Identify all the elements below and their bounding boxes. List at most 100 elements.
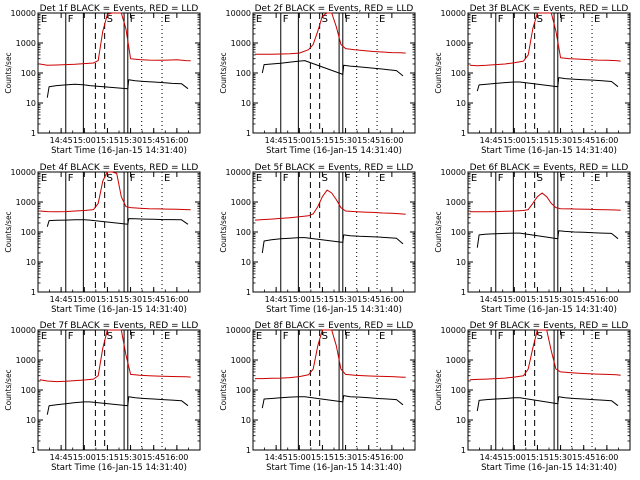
marker-label: S	[322, 331, 328, 342]
marker-label: F	[283, 173, 289, 184]
marker-label: S	[107, 173, 113, 184]
x-tick-label: 14:45	[265, 136, 288, 145]
y-tick-label: 10	[456, 258, 466, 267]
y-tick-label: 100	[21, 69, 36, 78]
y-tick-label: 1	[31, 446, 36, 455]
y-tick-label: 1000	[231, 198, 251, 207]
chart-title: Det 9f BLACK = Events, RED = LLD	[470, 321, 629, 331]
marker-label: E	[256, 331, 262, 342]
series-line-black	[46, 218, 189, 227]
y-axis-label: Counts/sec	[4, 211, 13, 252]
x-tick-label: 15:00	[73, 295, 96, 304]
x-tick-label: 15:30	[549, 295, 572, 304]
chart-title: Det 3f BLACK = Events, RED = LLD	[470, 4, 629, 14]
x-tick-label: 14:45	[480, 453, 503, 462]
chart-title: Det 4f BLACK = Events, RED = LLD	[40, 163, 199, 173]
y-tick-label: 10000	[11, 168, 36, 177]
x-tick-label: 14:45	[50, 295, 73, 304]
marker-label: F	[68, 173, 74, 184]
y-tick-label: 10000	[441, 9, 466, 18]
y-tick-label: 10	[241, 416, 251, 425]
marker-label: E	[164, 331, 170, 342]
x-tick-label: 15:45	[357, 453, 380, 462]
x-tick-label: 15:15	[96, 136, 119, 145]
marker-label: F	[283, 14, 289, 25]
series-line-red	[254, 12, 406, 55]
x-tick-label: 15:45	[572, 295, 595, 304]
y-tick-label: 1000	[446, 356, 466, 365]
x-tick-label: 14:45	[50, 453, 73, 462]
chart-title: Det 5f BLACK = Events, RED = LLD	[255, 163, 414, 173]
x-tick-label: 16:00	[595, 453, 618, 462]
x-tick-label: 15:45	[142, 295, 165, 304]
x-tick-label: 15:30	[334, 295, 357, 304]
marker-label: F	[498, 14, 504, 25]
y-tick-label: 100	[236, 228, 251, 237]
marker-label: E	[594, 173, 600, 184]
y-tick-label: 100	[236, 69, 251, 78]
x-axis-label: Start Time (16-Jan-15 14:31:40)	[481, 305, 617, 315]
x-tick-label: 14:45	[480, 136, 503, 145]
x-tick-label: 15:00	[288, 295, 311, 304]
y-tick-label: 10	[26, 416, 36, 425]
series-line-black	[46, 396, 189, 415]
y-tick-label: 1	[461, 446, 466, 455]
y-tick-label: 1	[31, 129, 36, 138]
y-tick-label: 1	[461, 129, 466, 138]
marker-label: S	[322, 173, 328, 184]
y-axis-label: Counts/sec	[4, 369, 13, 410]
marker-label: E	[164, 14, 170, 25]
chart-panel-3: Det 3f BLACK = Events, RED = LLD 1 10 100 10…	[434, 4, 631, 156]
y-tick-label: 10	[26, 258, 36, 267]
chart-panel-9: Det 9f BLACK = Events, RED = LLD 1 10 100 10…	[434, 321, 631, 473]
marker-label: F	[560, 14, 566, 25]
marker-label: S	[107, 14, 113, 25]
x-tick-label: 15:00	[73, 136, 96, 145]
x-axis-label: Start Time (16-Jan-15 14:31:40)	[266, 463, 402, 473]
marker-label: F	[68, 331, 74, 342]
x-tick-label: 14:45	[50, 136, 73, 145]
x-tick-label: 16:00	[165, 136, 188, 145]
x-tick-label: 14:45	[265, 453, 288, 462]
y-tick-label: 100	[451, 386, 466, 395]
x-tick-label: 14:45	[265, 295, 288, 304]
x-tick-label: 15:30	[119, 136, 142, 145]
series-line-black	[261, 234, 404, 254]
x-tick-label: 15:00	[288, 453, 311, 462]
x-tick-label: 15:30	[334, 453, 357, 462]
y-tick-label: 1	[31, 288, 36, 297]
x-tick-label: 15:45	[572, 136, 595, 145]
chart-panel-6: Det 6f BLACK = Events, RED = LLD 1 10 100 10…	[434, 163, 631, 315]
x-tick-label: 15:30	[119, 295, 142, 304]
x-tick-label: 15:45	[142, 136, 165, 145]
chart-title: Det 7f BLACK = Events, RED = LLD	[40, 321, 199, 331]
marker-label: E	[471, 173, 477, 184]
series-line-black	[476, 77, 619, 92]
x-tick-label: 16:00	[380, 453, 403, 462]
marker-label: E	[471, 14, 477, 25]
x-tick-label: 15:30	[549, 136, 572, 145]
y-tick-label: 10	[241, 258, 251, 267]
marker-label: F	[498, 173, 504, 184]
y-tick-label: 10000	[11, 9, 36, 18]
x-tick-label: 15:15	[311, 295, 334, 304]
marker-label: F	[283, 331, 289, 342]
series-line-black	[261, 60, 404, 77]
x-axis-label: Start Time (16-Jan-15 14:31:40)	[481, 463, 617, 473]
x-tick-label: 15:15	[526, 453, 549, 462]
x-axis-label: Start Time (16-Jan-15 14:31:40)	[51, 463, 187, 473]
marker-label: S	[322, 14, 328, 25]
marker-label: F	[130, 173, 136, 184]
series-line-red	[254, 189, 406, 221]
marker-label: E	[471, 331, 477, 342]
x-axis-label: Start Time (16-Jan-15 14:31:40)	[51, 146, 187, 156]
x-axis-label: Start Time (16-Jan-15 14:31:40)	[266, 305, 402, 315]
series-line-black	[261, 395, 404, 409]
y-tick-label: 1000	[16, 39, 36, 48]
chart-title: Det 8f BLACK = Events, RED = LLD	[255, 321, 414, 331]
y-tick-label: 1	[246, 446, 251, 455]
y-axis-label: Counts/sec	[219, 52, 228, 93]
chart-title: Det 2f BLACK = Events, RED = LLD	[255, 4, 414, 14]
x-tick-label: 15:15	[526, 295, 549, 304]
